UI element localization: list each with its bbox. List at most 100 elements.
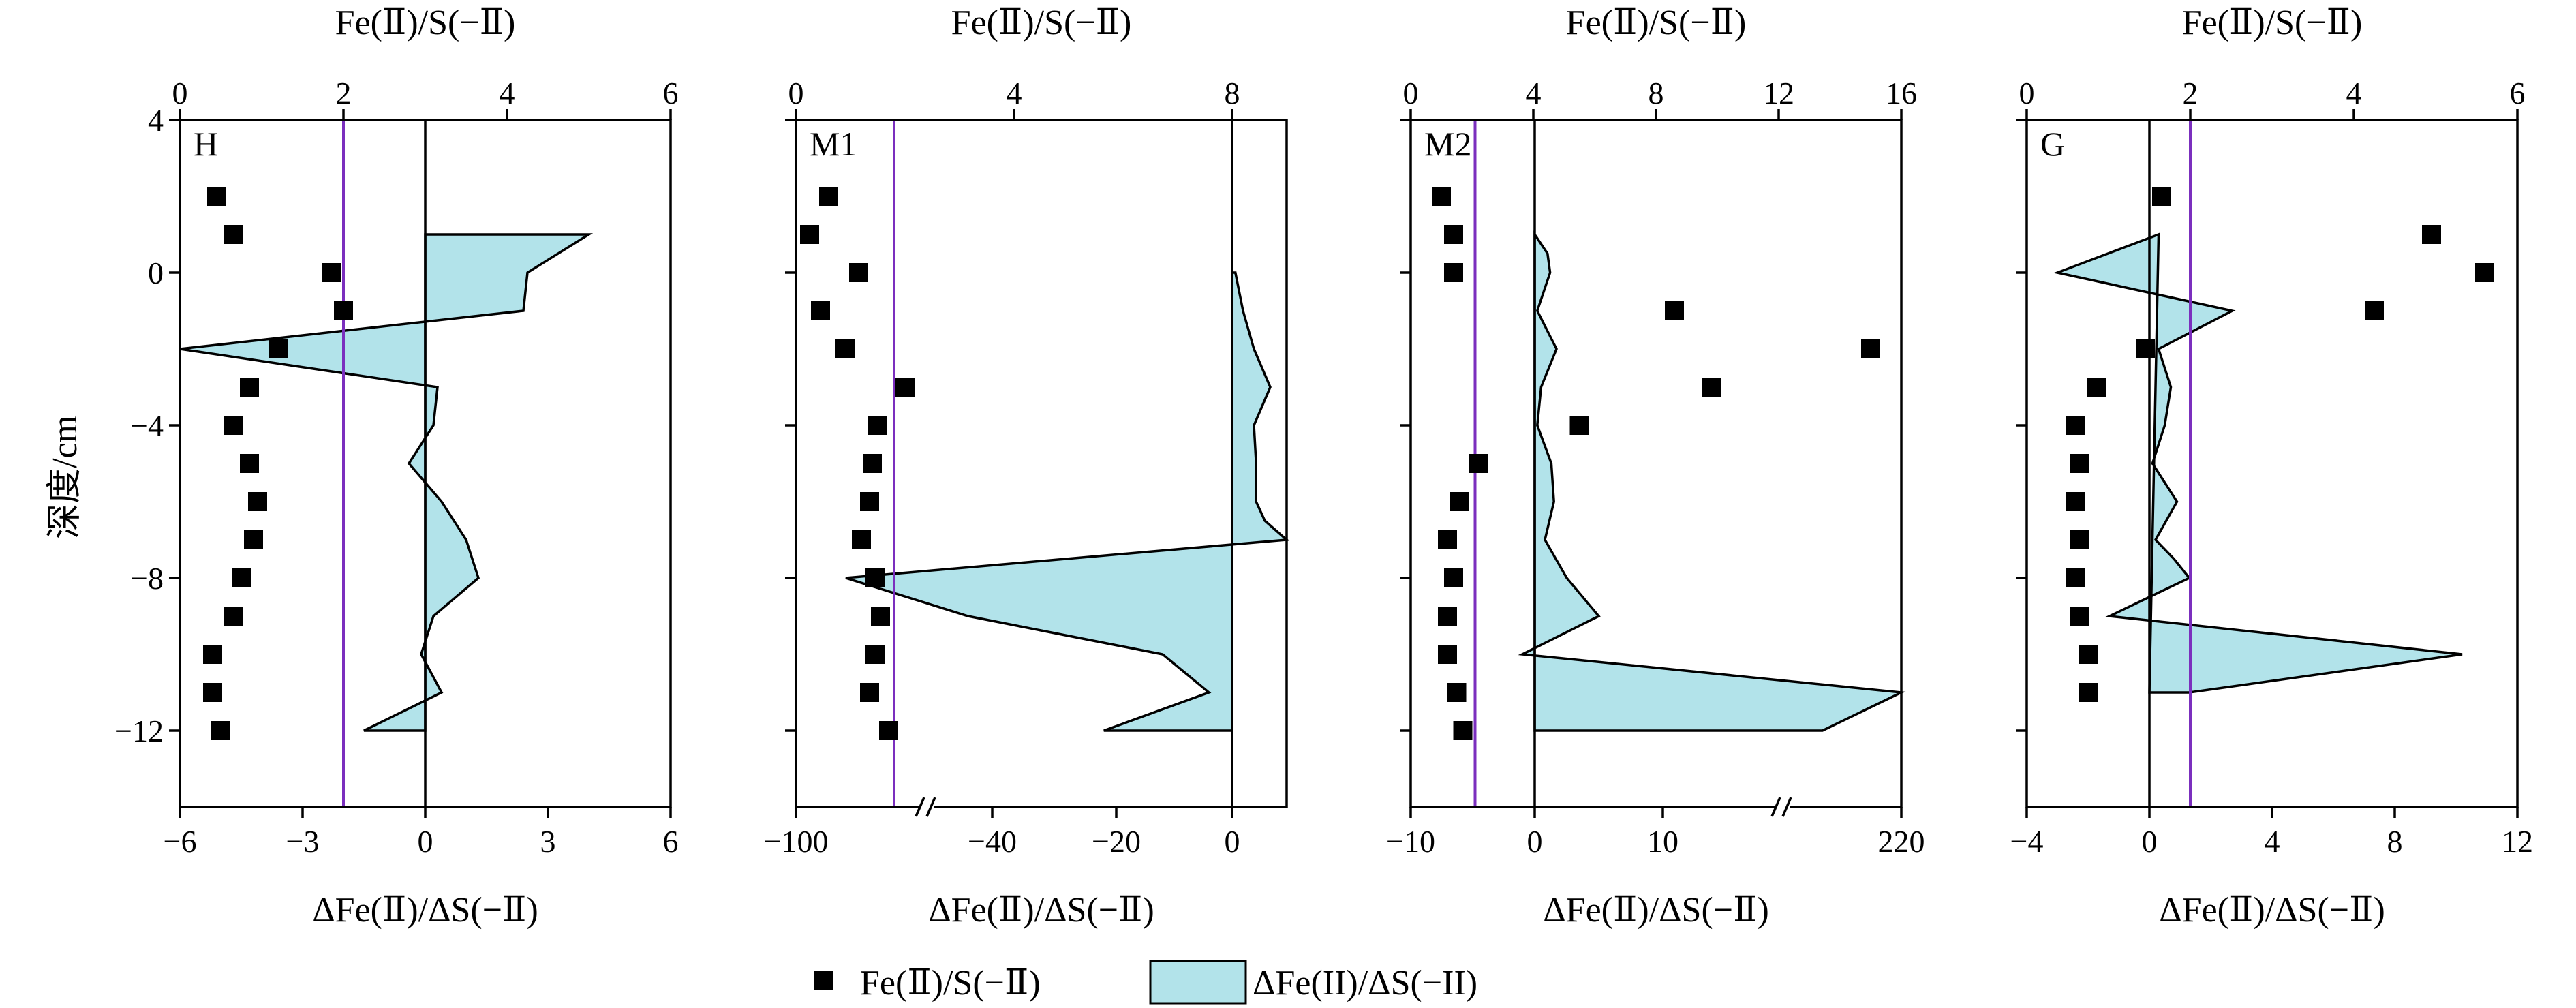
y-tick-label: −12 (114, 714, 164, 748)
data-point (2066, 492, 2085, 511)
data-point (211, 721, 230, 740)
top-tick-label: 0 (788, 76, 804, 110)
data-point (1438, 607, 1457, 626)
y-tick-label: −8 (130, 561, 164, 596)
bottom-tick-label: −3 (286, 824, 320, 859)
legend-square-marker (814, 971, 833, 990)
top-tick-label: 0 (172, 76, 188, 110)
data-point (207, 187, 226, 206)
data-point (2070, 607, 2089, 626)
top-tick-label: 4 (2346, 76, 2362, 110)
data-point (852, 530, 871, 549)
top-tick-label: 4 (1526, 76, 1542, 110)
data-point (322, 263, 341, 282)
data-point (863, 454, 882, 473)
data-point (1665, 301, 1684, 320)
legend-label-fe-s: Fe(Ⅱ)/S(−Ⅱ) (860, 964, 1041, 1003)
data-point (224, 225, 243, 244)
data-point (2066, 568, 2085, 587)
data-point (1444, 568, 1463, 587)
top-tick-label: 8 (1649, 76, 1664, 110)
top-tick-label: 0 (2019, 76, 2035, 110)
area-delta-ratio (179, 233, 594, 732)
data-point (240, 378, 259, 397)
bottom-axis-title: ΔFe(Ⅱ)/ΔS(−Ⅱ) (312, 891, 538, 930)
data-point (224, 416, 243, 435)
bottom-tick-label: −6 (164, 824, 197, 859)
data-point (811, 301, 830, 320)
top-tick-label: 4 (500, 76, 515, 110)
bottom-tick-label: 3 (540, 824, 556, 859)
data-point (860, 492, 879, 511)
data-point (203, 683, 222, 702)
data-point (860, 683, 879, 702)
data-point (334, 301, 353, 320)
data-point (2087, 378, 2106, 397)
axis-break-mark (915, 797, 925, 817)
data-point (1432, 187, 1451, 206)
data-point (1447, 683, 1467, 702)
data-point (879, 721, 898, 740)
data-point (1450, 492, 1469, 511)
bottom-axis-title: ΔFe(Ⅱ)/ΔS(−Ⅱ) (928, 891, 1154, 930)
data-point (849, 263, 868, 282)
data-point (1438, 530, 1457, 549)
bottom-tick-label: −20 (1092, 824, 1141, 859)
data-point (2070, 454, 2089, 473)
bottom-tick-label: 4 (2265, 824, 2280, 859)
data-point (1438, 645, 1457, 664)
panel-m1: 0 4 8 Fe(Ⅱ)/S(−Ⅱ) −100 −40 −20 0 ΔFe(Ⅱ)/ΔS(−Ⅱ) M1 (764, 3, 1290, 930)
legend: Fe(Ⅱ)/S(−Ⅱ) ΔFe(II)/ΔS(−II) (814, 960, 1477, 1005)
axis-break-mark (1781, 797, 1792, 817)
top-tick-label: 4 (1007, 76, 1022, 110)
top-axis-title: Fe(Ⅱ)/S(−Ⅱ) (335, 3, 516, 42)
data-point (2066, 416, 2085, 435)
bottom-axis-title: ΔFe(Ⅱ)/ΔS(−Ⅱ) (1543, 891, 1769, 930)
y-tick-label: −4 (130, 408, 164, 443)
data-point (865, 568, 885, 587)
plot-frame (795, 119, 1288, 808)
data-point (871, 607, 890, 626)
bottom-tick-label: −10 (1386, 824, 1435, 859)
top-tick-label: 8 (1225, 76, 1240, 110)
data-point (1569, 416, 1589, 435)
top-axis-title: Fe(Ⅱ)/S(−Ⅱ) (951, 3, 1132, 42)
bottom-tick-label: 10 (1647, 824, 1678, 859)
data-point (2079, 683, 2098, 702)
data-point (2152, 187, 2171, 206)
data-point (269, 339, 288, 358)
area-delta-ratio (1518, 230, 1906, 732)
panel-label: G (2040, 125, 2065, 163)
data-point (865, 645, 885, 664)
data-point (1469, 454, 1488, 473)
top-tick-label: 0 (1403, 76, 1419, 110)
plot-frame (2025, 119, 2519, 808)
bottom-axis-title: ΔFe(Ⅱ)/ΔS(−Ⅱ) (2159, 891, 2385, 930)
data-point (244, 530, 263, 549)
data-point (2079, 645, 2098, 664)
bottom-tick-label: 12 (2502, 824, 2533, 859)
data-point (1702, 378, 1721, 397)
top-tick-label: 2 (2183, 76, 2198, 110)
data-point (800, 225, 819, 244)
data-point (2475, 263, 2494, 282)
bottom-tick-label: 0 (1225, 824, 1240, 859)
data-point (240, 454, 259, 473)
legend-fill-swatch (1149, 960, 1247, 1005)
panel-label: M1 (810, 125, 857, 163)
bottom-tick-label: 220 (1878, 824, 1925, 859)
panel-label: M2 (1424, 125, 1471, 163)
bottom-tick-label: 0 (418, 824, 433, 859)
data-point (248, 492, 267, 511)
top-tick-label: 2 (336, 76, 352, 110)
top-tick-label: 12 (1763, 76, 1794, 110)
area-delta-ratio (2053, 232, 2463, 694)
data-point (1444, 225, 1463, 244)
axis-break-mark (925, 797, 936, 817)
data-point (1861, 339, 1880, 358)
top-tick-label: 16 (1886, 76, 1917, 110)
y-tick-label: 0 (148, 256, 164, 290)
data-point (2365, 301, 2384, 320)
data-point (224, 607, 243, 626)
y-tick-label: 4 (148, 103, 164, 138)
